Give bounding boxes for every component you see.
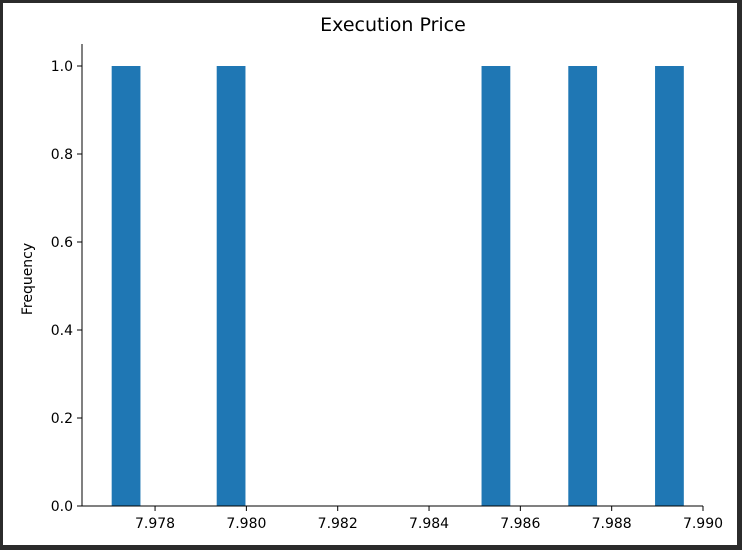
x-tick-label: 7.990 [683, 516, 723, 532]
x-tick-label: 7.986 [500, 516, 540, 532]
x-tick-label: 7.984 [409, 516, 449, 532]
histogram-bar-4 [568, 66, 598, 506]
x-axis: 7.978 7.980 7.982 7.984 7.986 7.988 7.990 [82, 505, 723, 532]
histogram-bar-3 [481, 66, 511, 506]
y-tick-label: 0.2 [51, 411, 73, 427]
y-tick-label: 0.4 [51, 323, 73, 339]
histogram-chart: Execution Price Frequency 7.978 7.980 7.98… [20, 14, 723, 532]
y-tick-label: 0.0 [51, 499, 73, 515]
y-tick-label: 1.0 [51, 59, 73, 75]
x-tick-label: 7.982 [318, 516, 358, 532]
histogram-bar-1 [111, 66, 141, 506]
y-axis: 0.0 0.2 0.4 0.6 0.8 1.0 [51, 44, 83, 515]
x-tick-label: 7.988 [592, 516, 632, 532]
x-tick-label: 7.978 [135, 516, 175, 532]
y-tick-label: 0.6 [51, 235, 73, 251]
chart-title: Execution Price [320, 14, 466, 36]
histogram-bar-2 [216, 66, 246, 506]
y-tick-label: 0.8 [51, 147, 73, 163]
bars-group [111, 66, 684, 506]
x-tick-label: 7.980 [226, 516, 266, 532]
y-axis-label: Frequency [20, 243, 36, 315]
chart-panel: Execution Price Frequency 7.978 7.980 7.98… [3, 3, 737, 545]
histogram-bar-5 [655, 66, 684, 506]
